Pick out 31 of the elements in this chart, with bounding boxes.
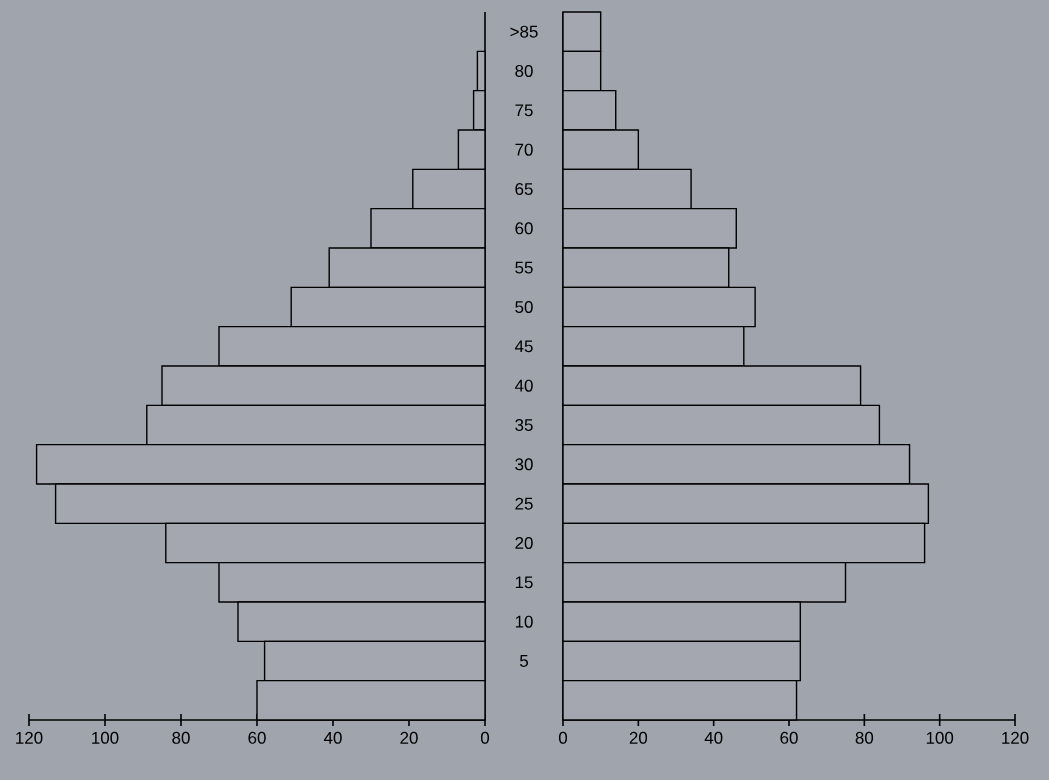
y-tick-label: 30	[515, 458, 533, 471]
x-tick-label: 20	[400, 731, 418, 744]
x-tick-label: 80	[172, 731, 190, 744]
y-tick-label: 40	[514, 379, 533, 392]
y-tick-label: 45	[514, 340, 533, 353]
x-tick-label: 120	[1002, 731, 1029, 744]
x-tick-label: 20	[629, 731, 648, 744]
y-tick-label: 50	[515, 301, 533, 313]
y-tick-label: >85	[510, 25, 538, 38]
x-tick-label: 40	[323, 731, 342, 744]
y-tick-label: 60	[515, 222, 533, 235]
y-tick-label: 75	[515, 104, 533, 117]
x-tick-label: 100	[926, 731, 954, 744]
x-tick-label: 0	[558, 731, 568, 744]
y-tick-label: 25	[515, 497, 533, 510]
y-tick-label: 20	[515, 537, 533, 549]
y-tick-label: 5	[519, 655, 528, 667]
y-tick-label: 70	[515, 143, 533, 156]
y-tick-label: 10	[515, 615, 533, 628]
x-tick-label: 0	[480, 731, 490, 744]
y-tick-label: 80	[515, 64, 533, 77]
y-tick-label: 55	[515, 261, 533, 274]
x-tick-label: 100	[92, 731, 119, 744]
y-tick-label: 35	[515, 419, 533, 431]
x-tick-label: 80	[855, 731, 874, 744]
x-tick-label: 40	[704, 731, 723, 744]
x-tick-label: 60	[248, 731, 266, 744]
x-tick-label: 120	[16, 731, 43, 744]
x-tick-label: 60	[780, 731, 798, 744]
y-tick-label: 15	[515, 576, 533, 589]
y-tick-label: 65	[515, 183, 533, 195]
